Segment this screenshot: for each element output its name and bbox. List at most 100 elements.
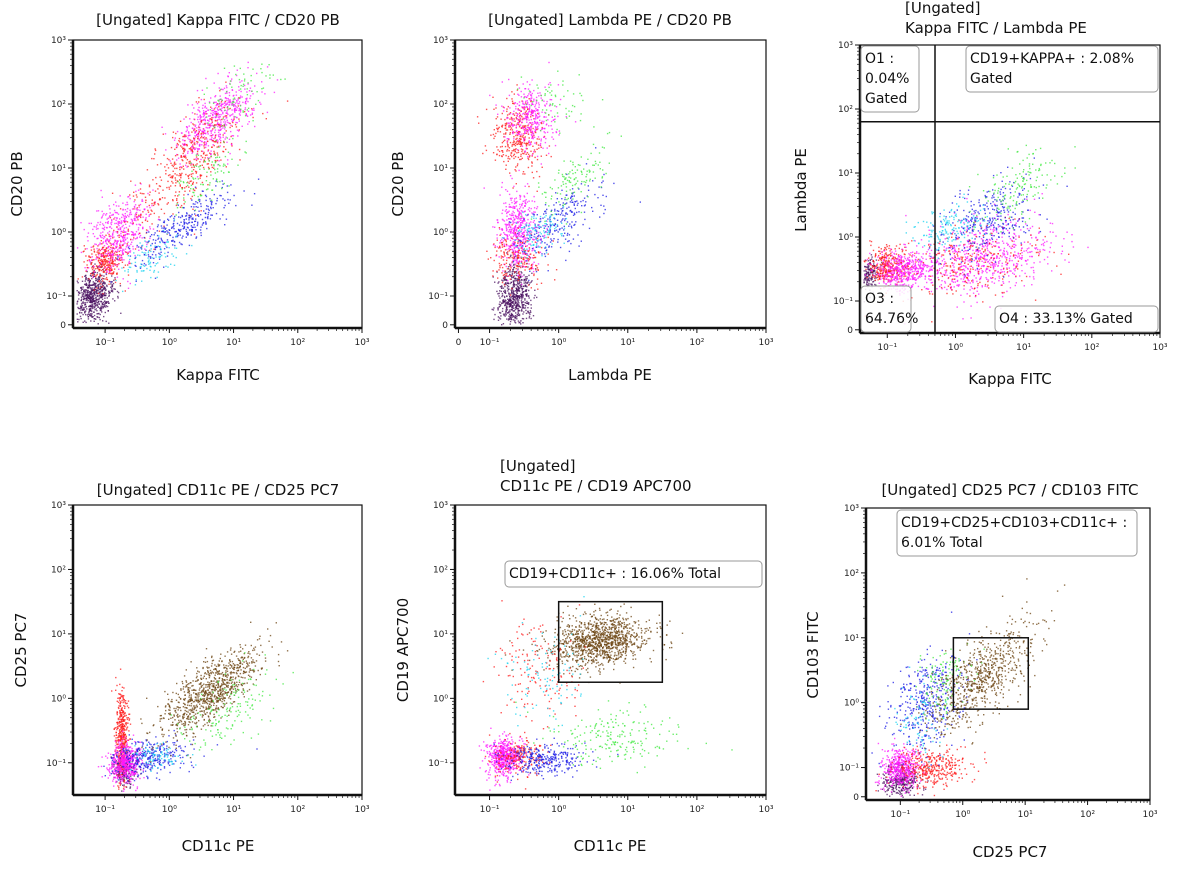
event-point	[199, 116, 201, 118]
event-point	[537, 122, 539, 124]
event-point	[207, 205, 209, 208]
event-point	[173, 217, 175, 220]
event-point	[539, 251, 542, 253]
event-point	[164, 166, 166, 168]
event-point	[173, 220, 175, 222]
event-point	[109, 237, 112, 240]
event-point	[205, 199, 207, 202]
event-point	[507, 288, 510, 290]
event-point	[506, 114, 509, 116]
event-point	[117, 258, 120, 260]
event-point	[211, 214, 213, 216]
event-point	[136, 216, 138, 218]
event-point	[149, 228, 151, 230]
event-point	[208, 168, 210, 170]
event-point	[106, 243, 108, 245]
event-point	[155, 176, 157, 179]
event-point	[237, 164, 239, 166]
event-point	[149, 206, 151, 209]
event-point	[174, 173, 176, 175]
event-point	[523, 93, 525, 95]
event-point	[499, 246, 501, 248]
event-point	[201, 190, 204, 192]
event-point	[149, 226, 151, 228]
event-point	[520, 144, 523, 146]
event-point	[216, 141, 218, 143]
event-point	[152, 204, 155, 207]
event-point	[243, 111, 246, 113]
event-point	[194, 113, 196, 115]
event-point	[246, 115, 249, 117]
event-point	[107, 258, 110, 260]
event-point	[512, 250, 514, 252]
event-point	[219, 123, 221, 125]
event-point	[490, 257, 492, 259]
event-point	[175, 204, 178, 207]
event-point	[256, 91, 258, 93]
event-point	[199, 165, 202, 167]
event-point	[234, 102, 237, 104]
event-point	[101, 260, 104, 262]
event-point	[90, 263, 92, 266]
event-point	[495, 132, 497, 135]
event-point	[226, 119, 228, 122]
event-point	[86, 314, 89, 316]
event-point	[284, 78, 286, 80]
event-point	[194, 203, 196, 205]
event-point	[234, 111, 236, 113]
event-point	[512, 292, 514, 294]
event-point	[517, 227, 519, 229]
event-point	[194, 136, 197, 138]
event-point	[504, 233, 506, 235]
event-point	[90, 262, 92, 264]
event-point	[131, 208, 134, 210]
event-point	[203, 114, 205, 116]
event-point	[195, 156, 198, 158]
event-point	[186, 159, 189, 161]
event-point	[219, 137, 222, 139]
event-point	[98, 257, 101, 260]
event-point	[535, 143, 538, 145]
event-point	[507, 285, 510, 288]
event-point	[100, 285, 103, 288]
event-point	[191, 140, 193, 142]
event-point	[187, 104, 189, 106]
event-point	[516, 282, 519, 284]
event-point	[85, 276, 87, 279]
event-point	[111, 192, 114, 194]
event-point	[154, 245, 156, 247]
event-point	[507, 290, 509, 292]
event-point	[97, 295, 99, 297]
event-point	[521, 133, 523, 135]
event-point	[505, 275, 507, 277]
event-point	[205, 223, 207, 225]
event-point	[240, 108, 242, 110]
event-point	[223, 207, 225, 209]
event-point	[254, 125, 256, 128]
event-point	[89, 313, 92, 315]
event-point	[203, 142, 205, 144]
event-point	[94, 309, 96, 311]
event-point	[505, 314, 507, 316]
event-point	[210, 202, 213, 205]
event-point	[526, 253, 528, 255]
event-point	[506, 305, 508, 307]
event-point	[233, 115, 235, 118]
event-point	[231, 86, 233, 88]
event-point	[80, 251, 83, 254]
event-point	[222, 198, 224, 200]
event-point	[91, 277, 93, 280]
event-point	[513, 295, 515, 297]
event-point	[253, 193, 256, 195]
event-point	[531, 162, 533, 164]
event-point	[109, 242, 111, 244]
event-point	[104, 289, 107, 291]
event-point	[139, 188, 142, 190]
event-point	[114, 300, 116, 302]
event-point	[523, 233, 525, 236]
event-point	[528, 185, 530, 188]
event-point	[214, 134, 217, 137]
event-point	[501, 238, 503, 241]
event-point	[546, 100, 548, 103]
event-point	[239, 109, 242, 112]
